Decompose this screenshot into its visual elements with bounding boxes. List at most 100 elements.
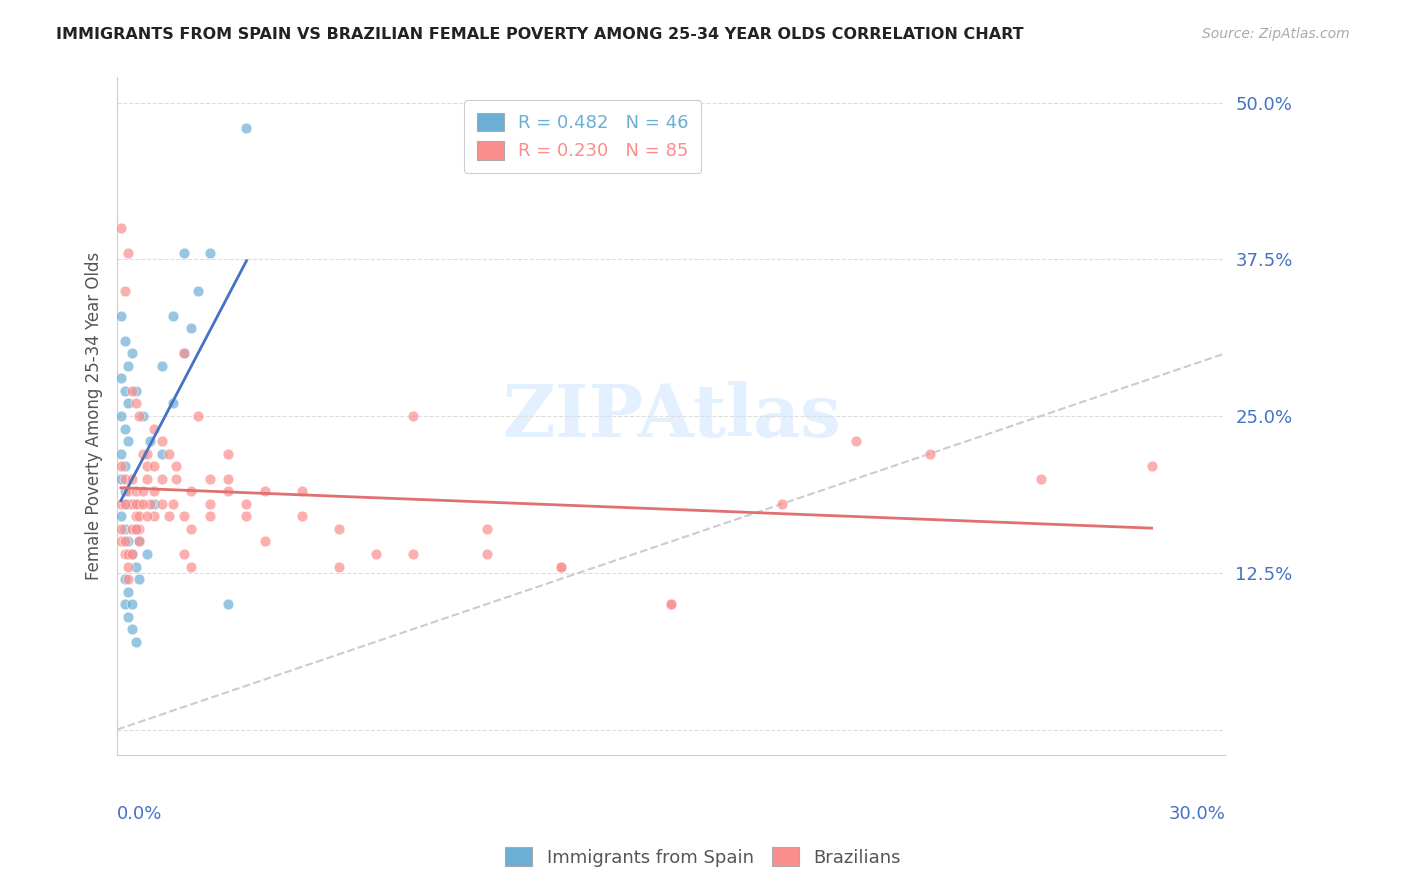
Point [114, 284, 136, 298]
Point [235, 497, 257, 511]
Point [328, 559, 350, 574]
Point [173, 346, 195, 360]
Point [173, 547, 195, 561]
Point [110, 221, 132, 235]
Point [475, 547, 498, 561]
Point [157, 509, 180, 524]
Point [114, 459, 136, 474]
Point [1140, 459, 1163, 474]
Point [143, 484, 166, 499]
Point [659, 597, 682, 611]
Point [198, 472, 221, 486]
Point [124, 484, 146, 499]
Point [110, 447, 132, 461]
Point [143, 421, 166, 435]
Point [117, 434, 139, 449]
Point [253, 534, 276, 549]
Point [114, 597, 136, 611]
Point [110, 522, 132, 536]
Point [128, 534, 150, 549]
Point [117, 396, 139, 410]
Point [143, 459, 166, 474]
Point [135, 472, 157, 486]
Point [128, 497, 150, 511]
Point [364, 547, 387, 561]
Point [162, 497, 184, 511]
Point [114, 497, 136, 511]
Point [121, 547, 143, 561]
Point [110, 534, 132, 549]
Point [114, 572, 136, 586]
Point [121, 547, 143, 561]
Text: IMMIGRANTS FROM SPAIN VS BRAZILIAN FEMALE POVERTY AMONG 25-34 YEAR OLDS CORRELAT: IMMIGRANTS FROM SPAIN VS BRAZILIAN FEMAL… [56, 27, 1024, 42]
Point [128, 572, 150, 586]
Point [124, 522, 146, 536]
Point [114, 547, 136, 561]
Point [235, 120, 257, 135]
Point [132, 484, 155, 499]
Point [117, 534, 139, 549]
Point [117, 484, 139, 499]
Point [117, 547, 139, 561]
Point [121, 346, 143, 360]
Point [198, 509, 221, 524]
Point [124, 497, 146, 511]
Point [173, 246, 195, 260]
Point [180, 559, 202, 574]
Point [150, 472, 173, 486]
Point [150, 434, 173, 449]
Point [550, 559, 572, 574]
Point [114, 484, 136, 499]
Point [110, 409, 132, 423]
Point [110, 472, 132, 486]
Point [180, 484, 202, 499]
Point [550, 559, 572, 574]
Point [132, 497, 155, 511]
Point [217, 472, 239, 486]
Point [132, 447, 155, 461]
Point [217, 484, 239, 499]
Point [114, 421, 136, 435]
Point [165, 459, 187, 474]
Point [121, 622, 143, 636]
Point [135, 447, 157, 461]
Point [117, 559, 139, 574]
Point [150, 359, 173, 373]
Point [198, 497, 221, 511]
Y-axis label: Female Poverty Among 25-34 Year Olds: Female Poverty Among 25-34 Year Olds [86, 252, 103, 580]
Point [114, 384, 136, 398]
Point [180, 321, 202, 335]
Point [135, 547, 157, 561]
Point [110, 459, 132, 474]
Point [117, 572, 139, 586]
Legend: Immigrants from Spain, Brazilians: Immigrants from Spain, Brazilians [498, 840, 908, 874]
Point [845, 434, 868, 449]
Point [121, 384, 143, 398]
Point [253, 484, 276, 499]
Point [124, 559, 146, 574]
Point [135, 509, 157, 524]
Point [402, 409, 425, 423]
Point [121, 597, 143, 611]
Point [918, 447, 941, 461]
Point [475, 522, 498, 536]
Point [235, 509, 257, 524]
Point [150, 447, 173, 461]
Point [124, 509, 146, 524]
Point [121, 497, 143, 511]
Point [128, 409, 150, 423]
Text: 30.0%: 30.0% [1168, 805, 1226, 822]
Point [128, 509, 150, 524]
Point [124, 634, 146, 648]
Point [117, 497, 139, 511]
Point [114, 522, 136, 536]
Point [162, 309, 184, 323]
Point [110, 309, 132, 323]
Point [117, 609, 139, 624]
Point [117, 246, 139, 260]
Point [291, 509, 314, 524]
Point [143, 497, 166, 511]
Point [121, 522, 143, 536]
Point [659, 597, 682, 611]
Point [291, 484, 314, 499]
